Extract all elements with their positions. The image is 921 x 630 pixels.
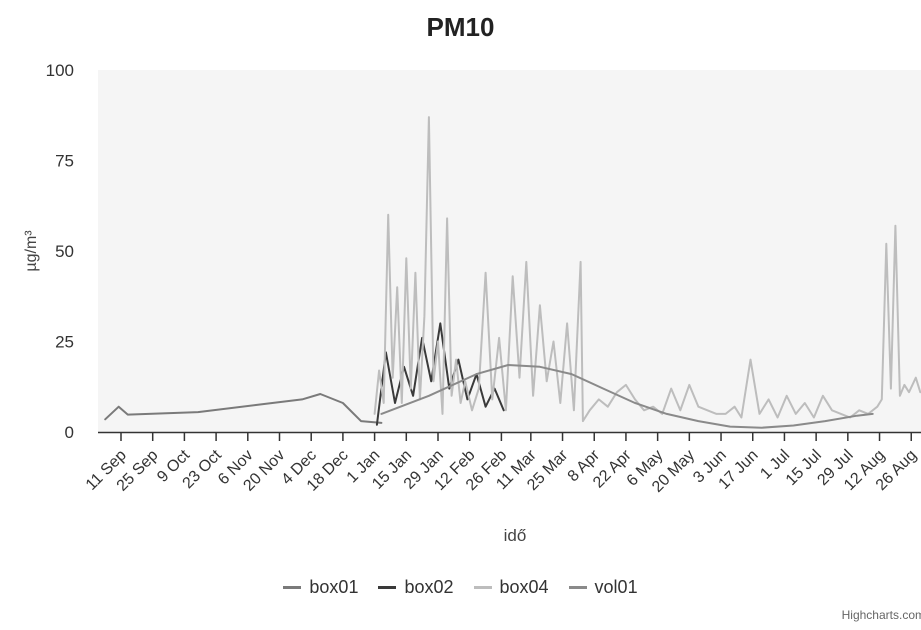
series-line-box01[interactable] — [104, 393, 383, 424]
legend-label-vol01: vol01 — [594, 577, 638, 597]
credits-link[interactable]: Highcharts.com — [841, 608, 921, 622]
legend-label-box01: box01 — [309, 577, 359, 597]
plot-background — [98, 70, 921, 432]
legend-item-box01[interactable]: box01 — [283, 577, 358, 598]
y-tick-label: 100 — [46, 61, 74, 80]
legend-item-box02[interactable]: box02 — [378, 577, 454, 598]
legend-label-box02: box02 — [404, 577, 454, 597]
legend-item-box04[interactable]: box04 — [473, 577, 549, 598]
y-axis: 0 25 50 75 100 — [46, 61, 74, 442]
x-axis-title: idő — [504, 526, 527, 545]
chart-title: PM10 — [426, 12, 495, 42]
y-tick-label: 50 — [55, 242, 74, 261]
y-tick-label: 0 — [65, 423, 74, 442]
x-tick-label: 15 Jul — [783, 447, 825, 489]
y-axis-title: µg/m³ — [23, 230, 40, 272]
y-tick-label: 25 — [55, 333, 74, 352]
series-line-vol01[interactable] — [380, 364, 874, 429]
series-line-box04[interactable] — [373, 116, 921, 423]
legend-symbol-box04 — [473, 586, 492, 589]
legend: box01 box02 box04 vol01 — [0, 577, 921, 598]
legend-symbol-box01 — [283, 586, 302, 589]
series-layer — [104, 116, 921, 429]
legend-symbol-vol01 — [568, 586, 587, 589]
legend-symbol-box02 — [378, 586, 397, 589]
legend-item-vol01[interactable]: vol01 — [568, 577, 638, 598]
series-line-box02[interactable] — [375, 322, 505, 426]
legend-label-box04: box04 — [499, 577, 549, 597]
y-tick-label: 75 — [55, 152, 74, 171]
